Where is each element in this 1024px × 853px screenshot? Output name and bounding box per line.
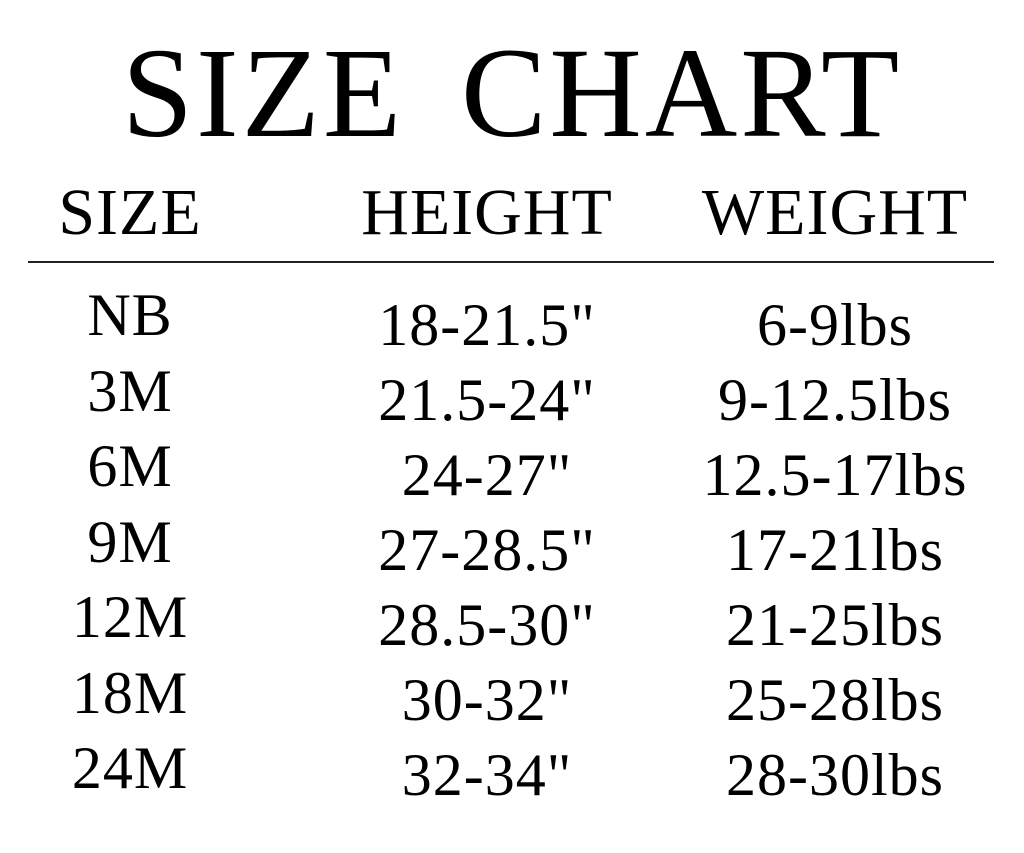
header-weight: WEIGHT (701, 176, 969, 249)
cell-size: 18M (71, 659, 189, 726)
cell-weight: 9-12.5lbs (718, 367, 952, 433)
cell-height: 32-34" (401, 742, 573, 808)
cell-size: 3M (87, 357, 173, 424)
cell-size: 24M (71, 735, 189, 801)
cell-size: NB (87, 282, 173, 348)
cell-height: 18-21.5" (378, 292, 596, 358)
cell-height: 28.5-30" (378, 592, 596, 658)
cell-weight: 21-25lbs (726, 592, 944, 658)
cell-weight: 28-30lbs (726, 742, 944, 808)
cell-weight: 6-9lbs (757, 292, 913, 358)
cell-height: 30-32" (401, 667, 573, 733)
cell-height: 21.5-24" (378, 367, 596, 433)
header-divider (28, 261, 994, 263)
cell-height: 24-27" (401, 442, 573, 508)
cell-size: 6M (87, 433, 173, 499)
cell-weight: 17-21lbs (726, 517, 944, 583)
page-title: SIZE CHART (121, 22, 903, 164)
cell-weight: 12.5-17lbs (702, 442, 968, 508)
header-height: HEIGHT (361, 176, 613, 249)
cell-weight: 25-28lbs (726, 667, 944, 733)
header-size: SIZE (58, 176, 202, 249)
cell-height: 27-28.5" (378, 517, 596, 583)
cell-size: 12M (71, 584, 189, 650)
cell-size: 9M (87, 508, 173, 575)
